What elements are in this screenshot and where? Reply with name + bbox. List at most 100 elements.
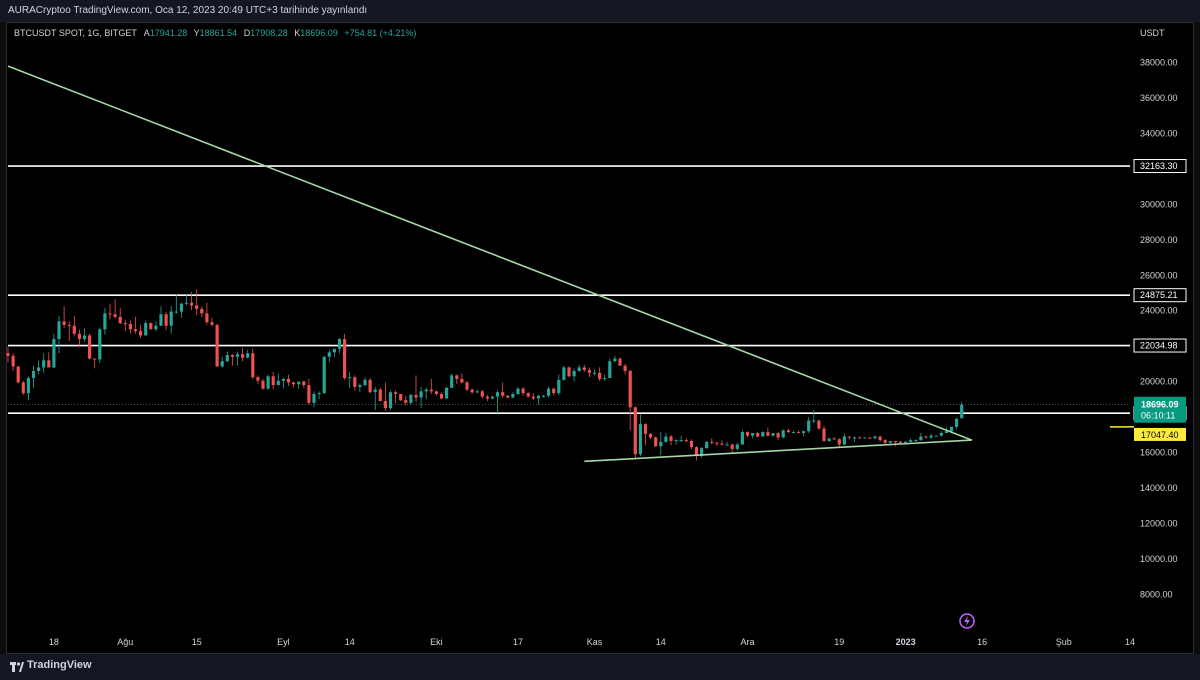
candle-body — [353, 377, 357, 387]
candle-body — [230, 355, 234, 357]
trendline-descending[interactable] — [7, 65, 973, 441]
y-tick-label: 12000.00 — [1140, 518, 1178, 528]
candle — [225, 351, 229, 363]
candle-body — [103, 313, 107, 330]
candle — [103, 308, 107, 335]
candle-body — [123, 323, 127, 325]
trendlines[interactable] — [7, 65, 973, 463]
candle — [909, 438, 913, 443]
candle-body — [730, 444, 734, 449]
symbol-legend[interactable]: BTCUSDT SPOT, 1G, BITGET A17941.28 Y1886… — [14, 28, 416, 38]
candle — [139, 324, 143, 339]
candle — [394, 390, 398, 403]
candle — [751, 432, 755, 439]
candle-body — [944, 431, 948, 433]
last-price-label: 18696.09 — [1141, 400, 1179, 410]
candle — [414, 375, 418, 402]
candle-body — [934, 435, 938, 437]
candle-body — [628, 370, 632, 408]
candle — [62, 306, 66, 329]
candle — [281, 378, 285, 389]
candle — [149, 322, 153, 330]
candle-body — [659, 441, 663, 447]
x-tick-label: 19 — [834, 637, 844, 647]
candle-body — [373, 389, 377, 393]
candle — [664, 432, 668, 443]
candle — [337, 338, 342, 354]
candle-body — [521, 388, 525, 394]
y-tick-label: 30000.00 — [1140, 199, 1178, 209]
candle — [16, 365, 20, 384]
y-tick-label: 16000.00 — [1140, 447, 1178, 457]
candle-body — [786, 430, 790, 433]
candle-body — [623, 365, 627, 371]
candle-body — [924, 436, 928, 438]
candle — [511, 392, 515, 399]
candle — [159, 306, 163, 326]
y-tick-label: 14000.00 — [1140, 483, 1178, 493]
time-axis[interactable]: 18 Ağu 15 Eyl 14 Eki 17 Kas 14 Ara 19 2023 16 Şub 14 — [49, 637, 1135, 647]
candle — [796, 430, 801, 434]
candle-body — [684, 440, 688, 442]
candle — [358, 383, 362, 393]
candle-body — [383, 401, 387, 409]
candle-body — [674, 440, 678, 442]
candle — [873, 435, 877, 440]
candle — [552, 387, 556, 396]
trendline-ascending[interactable] — [584, 439, 972, 463]
candle — [195, 289, 199, 316]
candle — [378, 387, 382, 402]
candle-body — [506, 395, 510, 398]
change-value: +754.81 (+4.21%) — [344, 28, 416, 38]
candle-body — [751, 432, 755, 436]
candle — [317, 391, 321, 400]
candle — [608, 358, 612, 379]
candle-body — [654, 437, 658, 447]
candle — [363, 377, 367, 387]
candle-body — [802, 431, 806, 433]
candle — [256, 375, 260, 385]
candle — [455, 374, 459, 385]
candle-body — [434, 391, 438, 395]
candle-body — [740, 432, 744, 445]
price-axis[interactable]: 38000.0036000.0034000.0032000.0030000.00… — [1133, 58, 1187, 600]
candle — [807, 417, 811, 433]
candle — [490, 395, 495, 400]
candle-body — [169, 311, 173, 326]
candle — [200, 306, 204, 317]
lightning-icon[interactable] — [959, 613, 975, 629]
candle — [623, 363, 627, 375]
y-tick-label: 38000.00 — [1140, 58, 1178, 68]
level-tag-label: 24875.21 — [1140, 290, 1178, 300]
candle — [353, 375, 357, 391]
candle-body — [261, 380, 265, 389]
candle-body — [62, 321, 66, 325]
candle-body — [388, 392, 393, 409]
candle-body — [791, 432, 795, 434]
x-tick-label: 14 — [1125, 637, 1135, 647]
candle-body — [52, 339, 56, 368]
candle — [429, 378, 433, 395]
candle-body — [837, 439, 841, 445]
candle-body — [700, 448, 704, 457]
candle — [164, 311, 168, 331]
candle-body — [547, 388, 551, 396]
candle-body — [184, 302, 189, 304]
candle-body — [878, 436, 882, 441]
candle — [955, 417, 959, 430]
chart-frame[interactable] — [6, 22, 1194, 654]
candle-body — [511, 394, 515, 398]
candle — [771, 432, 775, 437]
candle-body — [598, 372, 602, 379]
candle-body — [144, 323, 148, 336]
candle-body — [888, 440, 892, 443]
candle — [720, 440, 724, 446]
candle — [72, 316, 76, 337]
candle — [669, 434, 673, 446]
candle — [929, 433, 933, 440]
candle-body — [817, 420, 821, 429]
candle-body — [827, 438, 831, 441]
candle-body — [893, 440, 897, 442]
candle-body — [108, 313, 112, 315]
